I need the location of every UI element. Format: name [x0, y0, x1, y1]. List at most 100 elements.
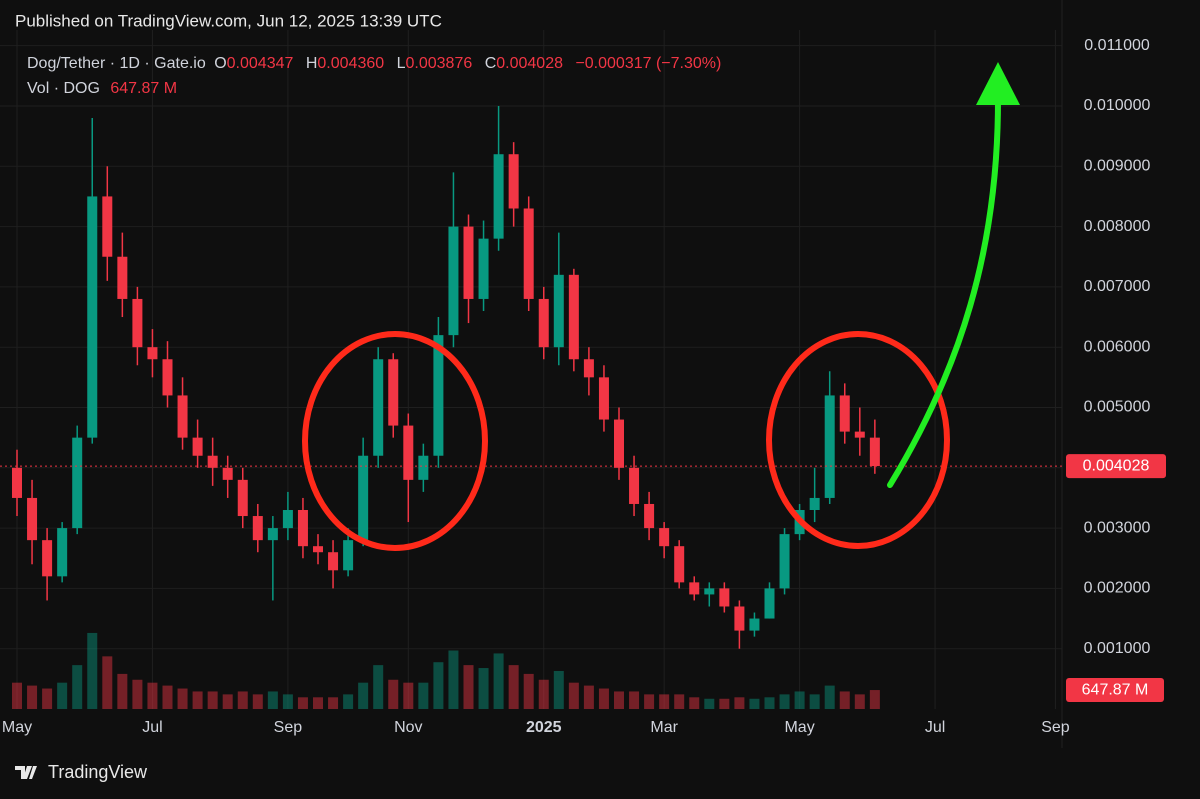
volume-bar [162, 685, 173, 709]
candle-body [207, 455, 218, 468]
volume-bar [854, 694, 865, 709]
candle-body [403, 425, 414, 480]
candle-body [493, 154, 504, 239]
volume-bar [568, 682, 579, 709]
volume-bar [282, 694, 293, 709]
volume-bar [177, 688, 188, 709]
candle-body [779, 534, 790, 589]
candle-body [192, 437, 203, 456]
volume-bar [493, 653, 504, 709]
y-tick-label: 0.002000 [1084, 580, 1151, 597]
volume-bar [764, 697, 775, 709]
candle-body [869, 437, 880, 467]
volume-bar [328, 697, 339, 709]
candle-body [147, 347, 158, 360]
symbol: Dog/Tether · 1D · Gate.io [27, 55, 206, 72]
candle-body [177, 395, 188, 438]
candle-body [508, 154, 519, 209]
volume-tag [1066, 678, 1164, 703]
ohlc-value: 0.003876 [406, 55, 473, 72]
y-tick-label: 0.011000 [1084, 37, 1150, 54]
candle-body [614, 419, 624, 468]
x-tick-label: 2025 [526, 719, 562, 736]
volume-bar [12, 682, 22, 709]
x-tick-label: Sep [274, 719, 303, 736]
candle-body [734, 606, 745, 631]
brand: TradingView [48, 762, 148, 782]
candle-body [463, 226, 474, 299]
change: −0.000317 (−7.30%) [575, 55, 721, 72]
candle-body [343, 540, 354, 571]
y-tick-label: 0.010000 [1084, 97, 1151, 114]
volume-bar [598, 688, 609, 709]
candle-body [523, 208, 534, 299]
volume-tag-label: 647.87 M [1082, 681, 1149, 698]
volume-bar [192, 691, 203, 709]
candle-body [659, 528, 670, 547]
volume-bar [869, 690, 880, 709]
x-tick-label: May [784, 719, 814, 736]
y-tick-label: 0.008000 [1084, 218, 1151, 235]
arrow-head [976, 62, 1020, 105]
candle-body [644, 503, 655, 529]
highlight-circle [302, 331, 488, 551]
volume-line: Vol · DOG 647.87 M [27, 80, 177, 97]
candle-body [418, 455, 429, 480]
volume-bar [403, 682, 414, 709]
candle-body [102, 196, 113, 257]
candle-body [538, 298, 549, 348]
candle-body [448, 226, 459, 336]
volume-bar [779, 694, 790, 709]
volume-bar [614, 691, 624, 709]
candle-body [674, 546, 685, 583]
last-price-label: 0.004028 [1083, 457, 1150, 474]
volume-bar [629, 691, 640, 709]
volume-bar [794, 691, 805, 709]
candle-body [388, 359, 399, 426]
candle-body [222, 467, 233, 480]
volume-bar [237, 691, 248, 709]
x-tick-label: Mar [650, 719, 678, 736]
candle-body [478, 238, 489, 299]
y-tick-label: 0.001000 [1084, 640, 1151, 657]
ohlc-key: C [485, 55, 497, 72]
candle-body [328, 552, 339, 571]
highlight-circle [766, 331, 950, 549]
candle-body [297, 510, 308, 547]
ohlc-value: 0.004028 [496, 55, 563, 72]
volume-bar [358, 682, 369, 709]
candle-body [12, 467, 22, 498]
volume-bar [297, 697, 308, 709]
volume-bar [87, 632, 98, 709]
ohlc-key: L [397, 55, 406, 72]
volume-bar [102, 656, 113, 709]
candle-body [839, 395, 850, 432]
y-tick-label: 0.003000 [1084, 519, 1151, 536]
volume-bar [27, 685, 38, 709]
volume-bar [809, 694, 820, 709]
volume-bar [644, 694, 655, 709]
volume-bar [659, 694, 670, 709]
volume-bar [674, 694, 685, 709]
candle-body [42, 540, 53, 577]
volume-name: Vol · DOG [27, 80, 100, 97]
candle-body [132, 298, 143, 348]
volume-bar [42, 688, 53, 709]
candle-body [27, 497, 38, 541]
volume-bar [343, 694, 354, 709]
candle-body [553, 274, 564, 348]
ohlc-value: 0.004347 [227, 55, 294, 72]
volume-bar [734, 697, 745, 709]
symbol-line: Dog/Tether · 1D · Gate.io O0.004347 H0.0… [27, 55, 721, 72]
volume-bar [147, 682, 158, 709]
volume-bar [463, 665, 474, 709]
candle-body [809, 497, 820, 511]
candle-body [719, 588, 730, 607]
candle-body [568, 274, 579, 360]
logo-mark [15, 766, 37, 779]
candle-body [764, 588, 775, 619]
last-price-tag [1066, 454, 1166, 479]
candle-body [282, 510, 293, 529]
x-tick-label: Sep [1041, 719, 1070, 736]
